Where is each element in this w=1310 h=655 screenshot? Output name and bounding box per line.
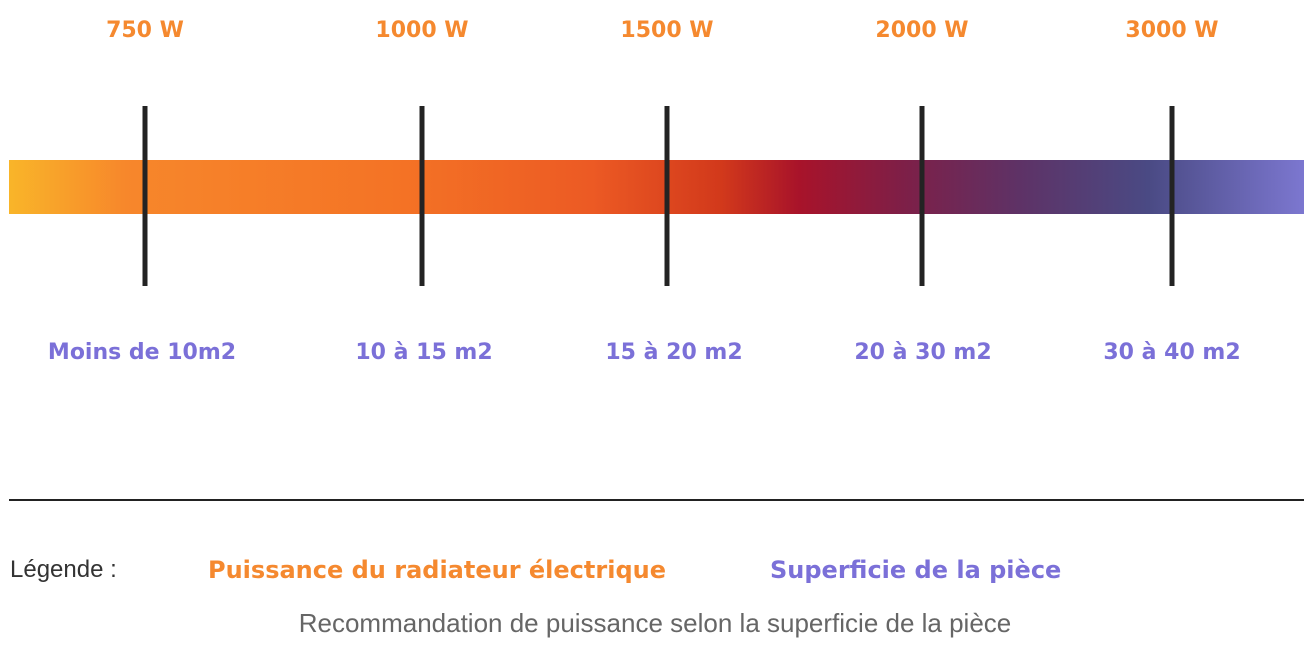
figure-caption: Recommandation de puissance selon la sup… — [298, 608, 1012, 638]
tick-marker — [664, 106, 670, 286]
area-label-10-15: 10 à 15 m2 — [355, 340, 493, 365]
power-label-750: 750 W — [106, 18, 184, 43]
legend-title: Légende : — [10, 556, 117, 583]
tick-marker — [142, 106, 148, 286]
power-label-1500: 1500 W — [620, 18, 714, 43]
area-label-20-30: 20 à 30 m2 — [854, 340, 992, 365]
legend-area-label: Superficie de la pièce — [770, 556, 1062, 584]
power-label-1000: 1000 W — [375, 18, 469, 43]
area-label-15-20: 15 à 20 m2 — [605, 340, 743, 365]
tick-marker — [419, 106, 425, 286]
tick-marker — [1169, 106, 1175, 286]
area-label-30-40: 30 à 40 m2 — [1103, 340, 1241, 365]
legend-power-label: Puissance du radiateur électrique — [208, 556, 666, 584]
power-label-3000: 3000 W — [1125, 18, 1219, 43]
tick-marker — [919, 106, 925, 286]
area-label-under-10: Moins de 10m2 — [47, 340, 237, 365]
gradient-scale-bar — [9, 160, 1304, 214]
power-label-2000: 2000 W — [875, 18, 969, 43]
divider-line — [9, 499, 1304, 501]
